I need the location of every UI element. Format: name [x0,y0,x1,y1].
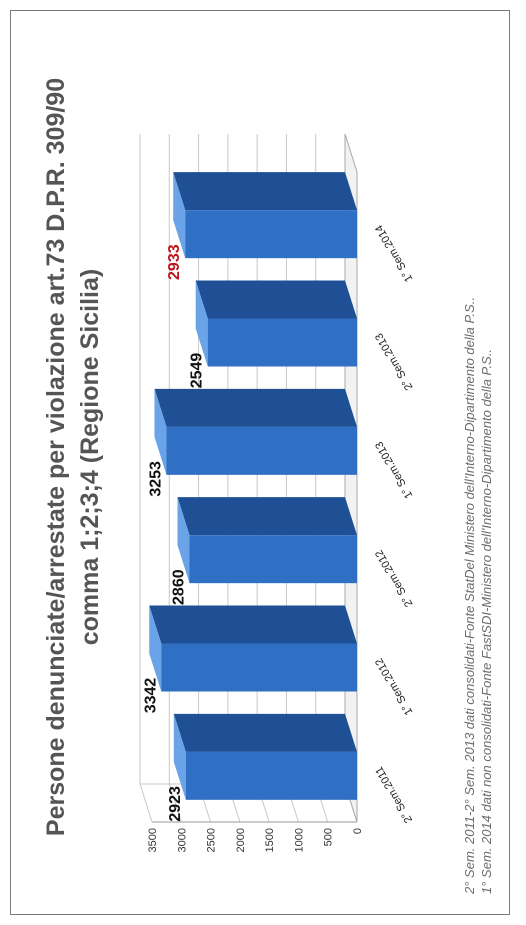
y-tick-label: 3000 [176,828,188,852]
x-tick-label: 1° Sem.2013 [373,439,415,500]
title-line-1: Persone denunciate/arrestate per violazi… [42,78,70,836]
y-tick-label: 1000 [293,828,305,852]
data-label: 3342 [142,678,159,714]
bar [185,210,357,259]
source-notes: 2° Sem. 2011-2° Sem. 2013 dati consolida… [462,297,494,895]
bar-side [173,172,357,211]
bar [207,318,357,367]
y-tick-label: 2000 [235,828,247,852]
chart-svg: Persone denunciate/arrestate per violazi… [42,78,494,895]
chart-title: Persone denunciate/arrestate per violazi… [42,78,104,836]
bar-top [195,280,208,367]
y-tick-label: 1500 [264,828,276,852]
bar-top [149,605,162,692]
data-label: 3253 [147,461,164,497]
plot-area: 0 500 1000 1500 2000 2500 3000 3500 2923 2° Sem.2… [139,133,415,852]
gridline-depth [168,783,182,823]
x-tick-label: 2° Sem.2012 [373,548,415,609]
data-label: 2549 [189,353,206,389]
bar [161,643,357,692]
bar-side [195,280,357,319]
bar [185,751,357,800]
y-tick-label: 2500 [206,828,218,852]
x-tick-label: 1° Sem.2014 [373,223,415,284]
y-tick-label: 500 [323,828,335,846]
y-tick-label: 0 [352,828,364,834]
bar-side [177,497,357,536]
data-label: 2860 [170,569,187,605]
figure-frame [10,10,510,915]
x-tick-label: 2° Sem.2013 [373,331,415,392]
bar-side [173,713,357,752]
x-tick-label: 2° Sem.2011 [373,764,415,824]
bar [166,426,357,475]
data-label: 2933 [166,244,183,280]
source-note-2: 1° Sem. 2014 dati non consolidati-Fonte … [479,349,494,894]
rotated-chart-group: Persone denunciate/arrestate per violazi… [42,78,494,895]
source-note-1: 2° Sem. 2011-2° Sem. 2013 dati consolida… [462,297,477,895]
bar-side [154,388,357,427]
gridline-depth [139,783,153,823]
bar-top [173,172,186,259]
chart-stage: Persone denunciate/arrestate per violazi… [12,12,510,912]
bar-side [149,605,357,644]
bar-top [173,713,186,800]
bar-top [177,497,190,584]
y-tick-label: 3500 [147,828,159,852]
bar [189,535,357,584]
bar-top [154,388,167,475]
data-label: 2923 [167,786,184,822]
title-line-2: comma 1;2;3;4 (Regione Sicilia) [76,269,104,646]
x-tick-label: 1° Sem.2012 [373,656,415,717]
